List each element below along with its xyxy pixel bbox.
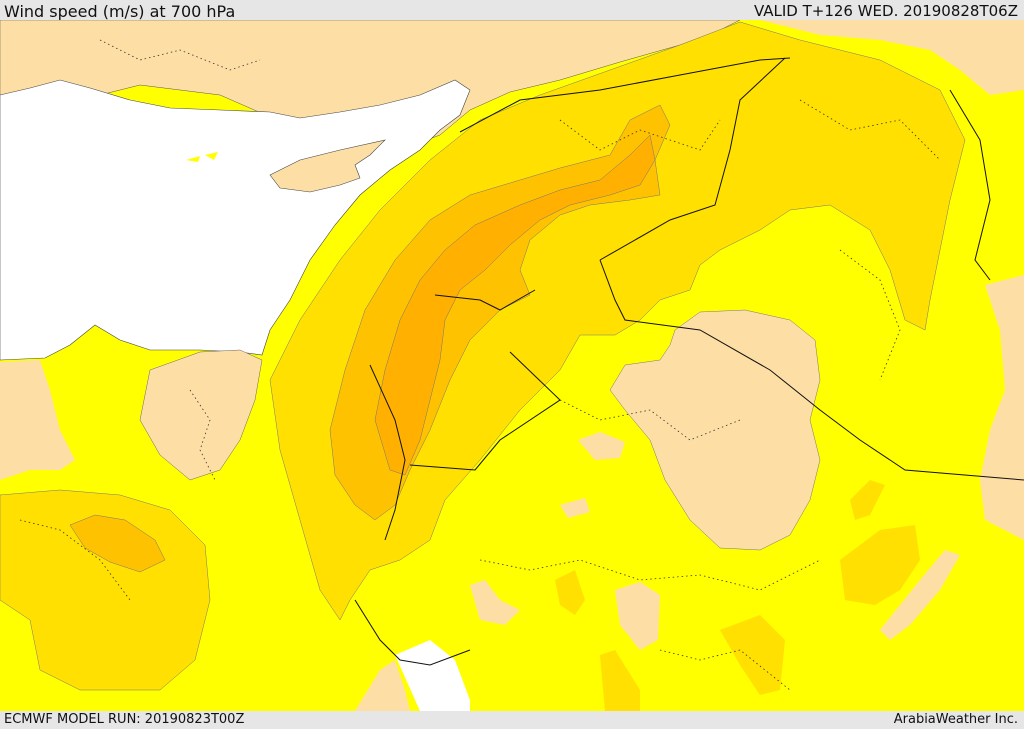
province-borders (19, 39, 941, 691)
band-2-area-main (269, 21, 966, 621)
band-2-area-south-2 (600, 650, 640, 711)
wind-speed-map (0, 20, 1024, 711)
model-run-label: ECMWF MODEL RUN: 20190823T00Z (4, 712, 245, 727)
country-borders (354, 57, 1024, 666)
island-cyprus (269, 139, 386, 193)
valid-time-label: VALID T+126 WED. 20190828T06Z (753, 2, 1018, 20)
island-small (186, 156, 200, 162)
band-2-area-east-2 (720, 615, 785, 695)
band-2-area-east-3 (850, 480, 885, 520)
light-wind-area-west (0, 360, 75, 480)
light-wind-area-east-top (760, 20, 1024, 95)
light-wind-area-southeast (880, 550, 960, 640)
sea-red-sea (395, 640, 470, 711)
light-wind-area-desert-small-2 (560, 498, 590, 518)
light-wind-area-desert (609, 309, 821, 551)
island-small-2 (205, 152, 218, 160)
header-bar: Wind speed (m/s) at 700 hPa VALID T+126 … (0, 0, 1024, 21)
light-wind-area-south-edge (355, 660, 410, 711)
band-2-area-south (555, 570, 585, 615)
light-wind-area-east-edge (980, 275, 1024, 540)
band-4-area (374, 134, 656, 476)
light-wind-area-south-3 (615, 582, 660, 650)
light-wind-area-desert-small (578, 432, 625, 460)
footer-bar: ECMWF MODEL RUN: 20190823T00Z ArabiaWeat… (0, 711, 1024, 729)
credit-label: ArabiaWeather Inc. (893, 712, 1018, 727)
band-2-area-southwest (0, 489, 211, 691)
light-wind-area-sinai (139, 349, 263, 481)
band-3-area-southwest (69, 514, 166, 573)
band-2-area-east-1 (840, 525, 920, 605)
light-wind-area-south-2 (470, 580, 520, 625)
map-title: Wind speed (m/s) at 700 hPa (4, 2, 236, 21)
